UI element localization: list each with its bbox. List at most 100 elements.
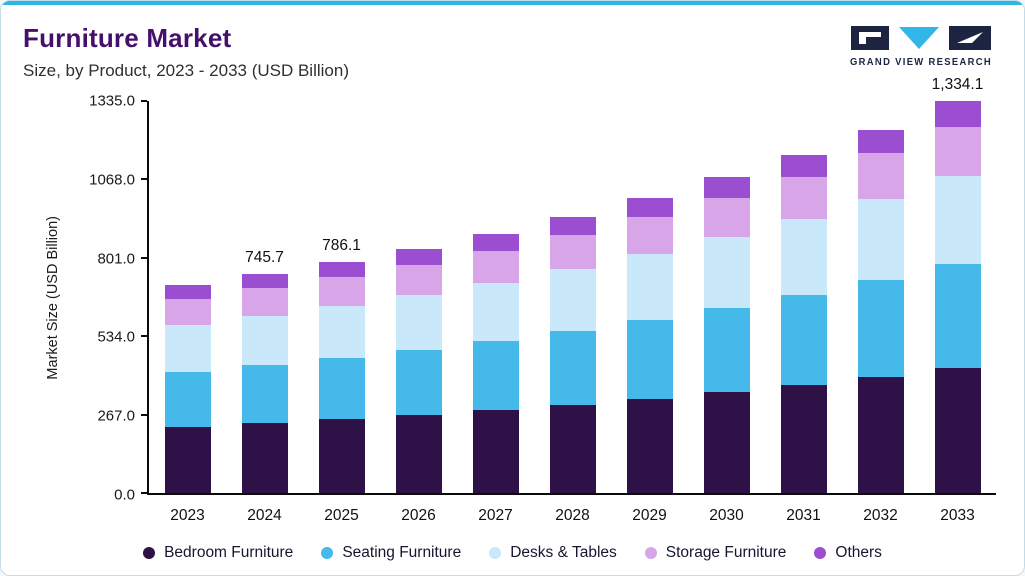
bar-stack-2026 <box>395 101 442 493</box>
segment-desks-tables-2029 <box>626 254 673 321</box>
bar-stack-2027 <box>472 101 519 493</box>
legend-dot-bedroom-furniture <box>143 547 156 559</box>
bar-stack-2028 <box>549 101 596 493</box>
bar-stack-2032 <box>857 101 904 493</box>
y-tick-mark <box>141 413 147 416</box>
segment-bedroom-furniture-2033 <box>934 367 981 493</box>
segment-others-2031 <box>780 154 827 177</box>
segment-storage-furniture-2029 <box>626 217 673 255</box>
legend-label: Bedroom Furniture <box>164 544 294 561</box>
legend: Bedroom Furniture Seating Furniture Desks … <box>1 544 1024 562</box>
segment-others-2027 <box>472 233 519 251</box>
legend-label: Others <box>835 544 882 561</box>
segment-others-2030 <box>703 177 750 198</box>
x-tick-label-2025: 2025 <box>324 507 359 524</box>
x-tick-label-2024: 2024 <box>247 507 282 524</box>
bar-stack-2029 <box>626 101 673 493</box>
segment-storage-furniture-2027 <box>472 250 519 283</box>
bar-2026: 2026 <box>380 101 457 524</box>
bar-total-label-2024: 745.7 <box>245 249 284 267</box>
legend-item-others: Others <box>814 544 882 562</box>
segment-bedroom-furniture-2025 <box>318 419 365 493</box>
segment-others-2024 <box>241 274 288 289</box>
segment-desks-tables-2031 <box>780 218 827 296</box>
x-tick-label-2023: 2023 <box>170 507 205 524</box>
segment-storage-furniture-2025 <box>318 277 365 307</box>
bar-stack-2024 <box>241 101 288 493</box>
bar-2029: 2029 <box>611 101 688 524</box>
y-tick-label: 801.0 <box>97 250 135 268</box>
y-axis-title: Market Size (USD Billion) <box>45 216 61 380</box>
segment-seating-furniture-2028 <box>549 331 596 405</box>
logo-mark <box>851 26 991 50</box>
bar-stack-2031 <box>780 101 827 493</box>
x-tick-label-2030: 2030 <box>709 507 744 524</box>
logo-glyph-g-icon <box>859 32 881 44</box>
segment-storage-furniture-2024 <box>241 288 288 316</box>
grand-view-research-logo: GRAND VIEW RESEARCH <box>846 25 996 76</box>
y-tick-mark <box>141 256 147 259</box>
segment-seating-furniture-2030 <box>703 308 750 392</box>
y-axis-title-wrap: Market Size (USD Billion) <box>37 101 69 495</box>
bar-stack-2025 <box>318 101 365 493</box>
bar-2027: 2027 <box>457 101 534 524</box>
y-tick-label: 534.0 <box>97 328 135 346</box>
x-tick-label-2031: 2031 <box>786 507 821 524</box>
segment-bedroom-furniture-2028 <box>549 404 596 493</box>
x-tick-label-2033: 2033 <box>940 507 975 524</box>
bar-2033: 1,334.1 2033 <box>919 76 996 524</box>
segment-seating-furniture-2025 <box>318 357 365 420</box>
segment-storage-furniture-2030 <box>703 197 750 238</box>
y-tick-mark <box>141 492 147 494</box>
segment-seating-furniture-2032 <box>857 280 904 377</box>
x-tick-label-2027: 2027 <box>478 507 513 524</box>
segment-bedroom-furniture-2029 <box>626 398 673 493</box>
plot-area: 2023 745.7 2024 786.1 2025 2026 2027 2028 2029 20… <box>141 76 996 524</box>
segment-storage-furniture-2028 <box>549 234 596 270</box>
segment-desks-tables-2027 <box>472 282 519 342</box>
segment-desks-tables-2023 <box>164 324 211 372</box>
legend-dot-desks-tables <box>489 547 502 559</box>
legend-item-seating-furniture: Seating Furniture <box>321 544 461 562</box>
legend-item-desks-tables: Desks & Tables <box>489 544 617 562</box>
bars: 2023 745.7 2024 786.1 2025 2026 2027 2028 2029 20… <box>149 76 996 524</box>
legend-label: Desks & Tables <box>510 544 617 561</box>
segment-seating-furniture-2024 <box>241 364 288 423</box>
segment-storage-furniture-2032 <box>857 153 904 199</box>
legend-item-bedroom-furniture: Bedroom Furniture <box>143 544 293 562</box>
segment-storage-furniture-2033 <box>934 126 981 176</box>
segment-seating-furniture-2026 <box>395 350 442 415</box>
segment-others-2023 <box>164 285 211 299</box>
y-axis: 0.0 267.0 534.0 801.0 1068.0 1335.0 <box>69 93 147 504</box>
bar-2028: 2028 <box>534 101 611 524</box>
top-accent-bar <box>1 1 1024 5</box>
legend-label: Storage Furniture <box>665 544 787 561</box>
y-tick-label: 0.0 <box>114 486 135 504</box>
segment-desks-tables-2026 <box>395 295 442 351</box>
bar-2024: 745.7 2024 <box>226 101 303 524</box>
segment-storage-furniture-2026 <box>395 264 442 296</box>
segment-desks-tables-2030 <box>703 237 750 309</box>
bar-2023: 2023 <box>149 101 226 524</box>
segment-bedroom-furniture-2024 <box>241 422 288 493</box>
x-tick-label-2028: 2028 <box>555 507 590 524</box>
legend-dot-seating-furniture <box>321 547 334 559</box>
segment-bedroom-furniture-2030 <box>703 392 750 493</box>
bar-2031: 2031 <box>765 101 842 524</box>
segment-others-2029 <box>626 198 673 218</box>
segment-storage-furniture-2031 <box>780 176 827 219</box>
bar-2025: 786.1 2025 <box>303 101 380 524</box>
y-tick-label: 1068.0 <box>89 171 135 189</box>
chart-subtitle: Size, by Product, 2023 - 2033 (USD Billi… <box>23 61 349 80</box>
segment-seating-furniture-2023 <box>164 371 211 427</box>
segment-others-2025 <box>318 262 365 278</box>
segment-bedroom-furniture-2032 <box>857 376 904 493</box>
bar-total-label-2033: 1,334.1 <box>931 76 984 94</box>
chart: Market Size (USD Billion) 0.0 267.0 534.0 8… <box>37 76 996 524</box>
y-tick-mark <box>141 100 147 102</box>
segment-seating-furniture-2029 <box>626 320 673 399</box>
segment-seating-furniture-2027 <box>472 341 519 410</box>
segment-bedroom-furniture-2026 <box>395 414 442 493</box>
segment-others-2032 <box>857 129 904 154</box>
segment-others-2026 <box>395 248 442 265</box>
